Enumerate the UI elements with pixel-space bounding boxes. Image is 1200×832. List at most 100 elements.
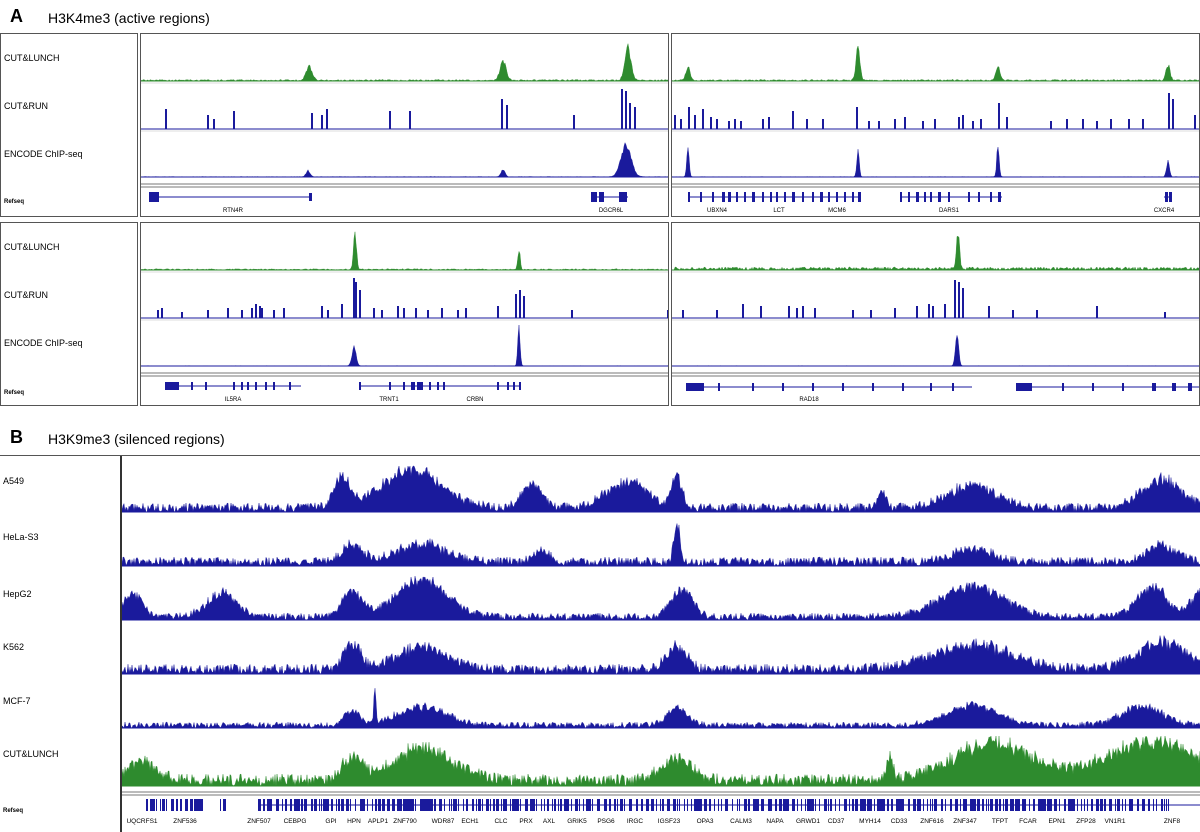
signal-bar	[161, 308, 163, 318]
signal-bar	[1194, 115, 1196, 129]
genome-tracks-a2-right	[672, 236, 1199, 391]
gene-exon	[497, 382, 499, 390]
signal-track	[672, 236, 1199, 271]
signal-bar	[341, 304, 343, 318]
signal-bar	[457, 310, 459, 318]
gene-exon	[176, 799, 178, 811]
gene-exon	[149, 192, 159, 202]
gene-label: DARS1	[938, 208, 960, 214]
gene-exon	[255, 382, 257, 390]
gene-label: RAD18	[799, 397, 819, 403]
signal-bar	[233, 111, 235, 129]
signal-bar	[716, 310, 718, 318]
gene-exon	[619, 192, 627, 202]
signal-bar	[958, 282, 960, 318]
panel-a-row1-labels: CUT&LUNCH CUT&RUN ENCODE ChIP-seq Refseq	[0, 33, 138, 217]
gene-label: PRX	[519, 818, 533, 825]
signal-bar	[674, 115, 676, 129]
signal-bar	[629, 103, 631, 129]
gene-label: CD33	[890, 818, 908, 825]
signal-bar	[1082, 119, 1084, 129]
gene-exon	[1062, 383, 1064, 391]
signal-bar	[1142, 119, 1144, 129]
signal-bar	[868, 121, 870, 129]
gene-label: UBXN4	[706, 208, 728, 214]
gene-label: GRWD1	[795, 818, 821, 825]
signal-bar	[573, 115, 575, 129]
signal-bar	[1012, 310, 1014, 318]
signal-bar	[634, 107, 636, 129]
gene-label: PSG6	[597, 818, 615, 825]
genome-tracks-a1-right	[672, 45, 1199, 202]
gene-exon	[225, 799, 226, 811]
gene-label: MYH14	[859, 818, 881, 825]
signal-bar	[928, 304, 930, 318]
gene-label: ZNF616	[920, 818, 944, 825]
panel-b-title: H3K9me3 (silenced regions)	[48, 431, 225, 447]
gene-label: IRGC	[626, 818, 644, 825]
gene-exon	[900, 192, 902, 202]
track-label-encode: ENCODE ChIP-seq	[4, 338, 83, 348]
signal-bar	[497, 306, 499, 318]
signal-bar	[427, 310, 429, 318]
gene-label: ECH1	[461, 818, 479, 825]
gene-exon	[782, 383, 784, 391]
gene-exon	[752, 383, 754, 391]
gene-exon	[916, 192, 919, 202]
signal-track	[122, 735, 1200, 787]
gene-label: TFPT	[991, 818, 1009, 825]
signal-bar	[501, 99, 503, 129]
signal-bar	[944, 304, 946, 318]
signal-bar	[259, 306, 261, 318]
gene-exon	[1152, 383, 1156, 391]
gene-exon	[978, 192, 980, 202]
gene-exon	[411, 382, 415, 390]
gene-label: LCT	[773, 208, 785, 214]
gene-exon	[1016, 383, 1032, 391]
gene-label: TRNT1	[379, 397, 399, 403]
track-label-cutlunch: CUT&LUNCH	[4, 53, 60, 63]
gene-label: CLC	[494, 818, 508, 825]
signal-bar	[1110, 119, 1112, 129]
signal-bar	[213, 119, 215, 129]
gene-exon	[1188, 383, 1192, 391]
signal-bar	[878, 121, 880, 129]
signal-bar	[932, 306, 934, 318]
signal-bar	[740, 121, 742, 129]
gene-exon	[908, 192, 910, 202]
gene-exon	[223, 799, 226, 811]
gene-exon	[776, 192, 778, 202]
signal-bar	[734, 119, 736, 129]
gene-exon	[162, 799, 165, 811]
gene-exon	[852, 192, 854, 202]
gene-label: ZNF536	[173, 818, 197, 825]
gene-label: OPA3	[696, 818, 714, 825]
signal-bar	[688, 107, 690, 129]
signal-bar	[261, 308, 263, 318]
gene-exon	[718, 383, 720, 391]
gene-exon	[1092, 383, 1094, 391]
signal-bar	[571, 310, 573, 318]
gene-exon	[165, 382, 179, 390]
signal-bar	[998, 103, 1000, 129]
gene-exon	[309, 193, 312, 201]
gene-exon	[443, 382, 445, 390]
signal-track	[122, 635, 1200, 675]
track-label-hela: HeLa-S3	[3, 532, 39, 542]
signal-bar	[1128, 119, 1130, 129]
gene-label: AXL	[542, 818, 556, 825]
signal-bar	[1050, 121, 1052, 129]
gene-exon	[872, 383, 874, 391]
panel-a-letter: A	[10, 6, 23, 26]
signal-track	[141, 324, 668, 367]
signal-bar	[227, 308, 229, 318]
label-divider	[120, 456, 122, 832]
gene-exon	[150, 799, 153, 811]
signal-bar	[796, 308, 798, 318]
signal-bar	[311, 113, 313, 129]
refseq-label: Refseq	[3, 808, 24, 814]
panel-a-title: H3K4me3 (active regions)	[48, 10, 210, 26]
gene-exon	[196, 799, 199, 811]
gene-exon	[202, 799, 203, 811]
gene-exon	[968, 192, 970, 202]
